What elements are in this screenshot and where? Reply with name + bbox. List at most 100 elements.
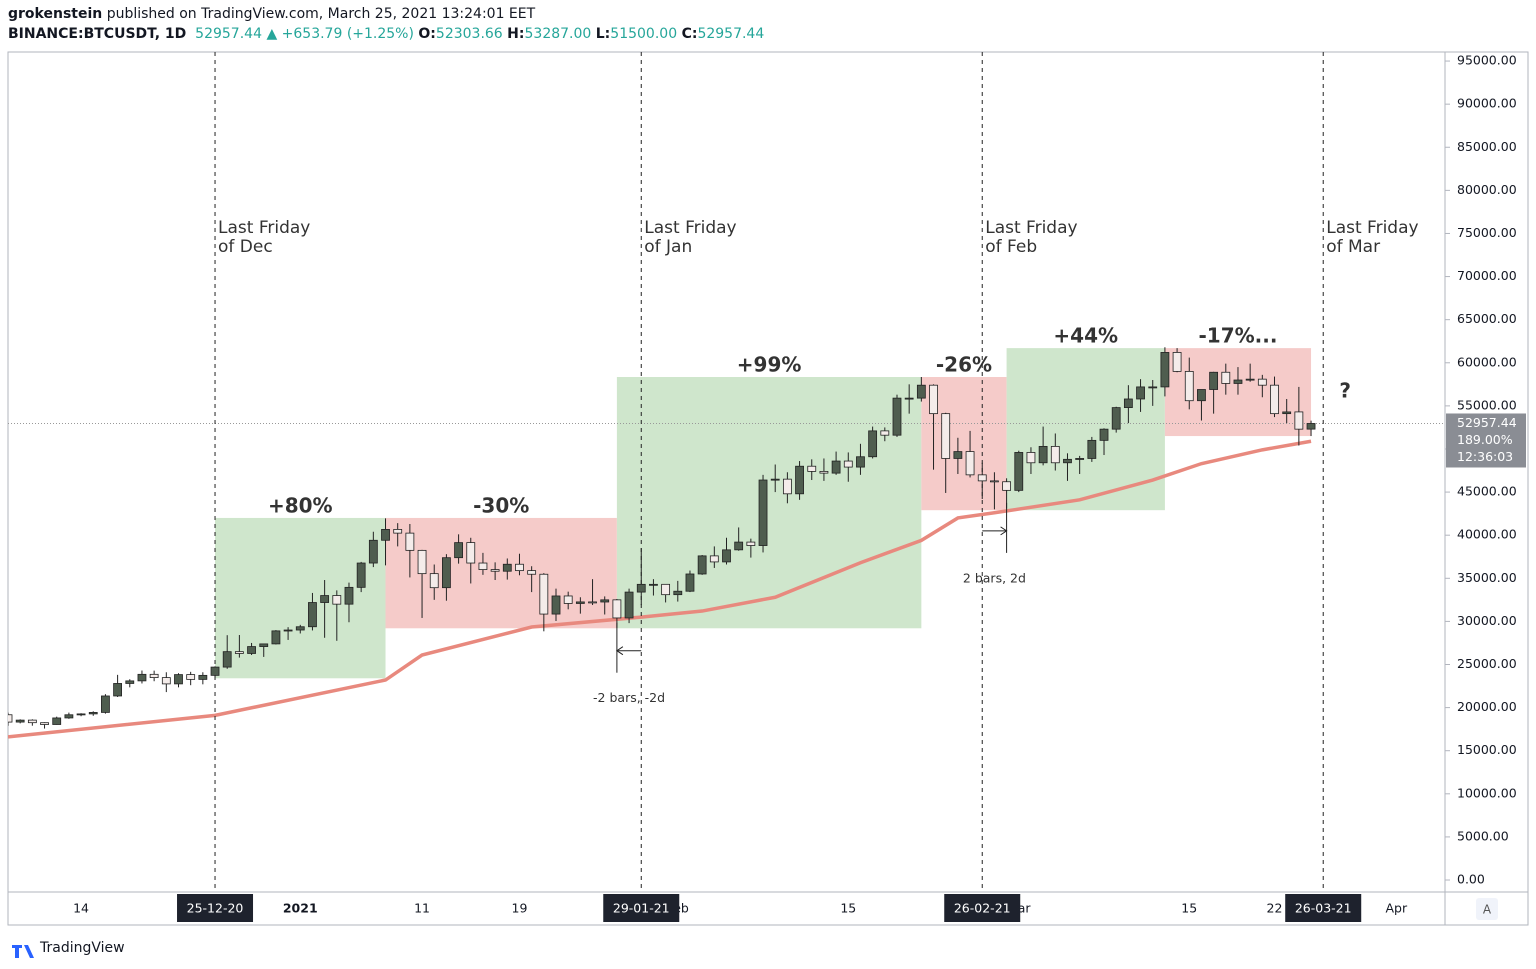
candle-body [977, 474, 987, 482]
candle-body [1063, 458, 1072, 464]
candle-body [600, 599, 610, 603]
y-tick-label: 60000.00 [1457, 354, 1517, 369]
candle-body [770, 478, 780, 481]
candle-body [819, 470, 829, 474]
candle-body [527, 570, 537, 575]
y-tick-label: 15000.00 [1457, 742, 1517, 757]
price-tag-text: 52957.44 [1457, 415, 1517, 430]
candle-body [575, 601, 585, 604]
ohlc-label: H: [507, 26, 525, 42]
candle-body [1099, 428, 1109, 441]
candle-body [673, 590, 683, 596]
range-label: -26% [936, 353, 992, 377]
candle-body [588, 601, 597, 604]
candle-body [1270, 384, 1279, 415]
ohlc-value: 52957.44 [697, 26, 765, 42]
y-tick-label: 40000.00 [1457, 527, 1517, 542]
candle-body [929, 384, 938, 415]
candle-body [1294, 411, 1304, 430]
author: grokenstein [8, 6, 103, 22]
candle-body [843, 460, 853, 468]
x-tick-label: 2021 [283, 901, 318, 916]
candle-body [64, 714, 74, 719]
candle-body [417, 549, 427, 575]
symbol: BINANCE:BTCUSDT, 1D [8, 26, 187, 42]
candle-body [990, 480, 999, 483]
candle-body [1123, 398, 1133, 409]
published: published on TradingView.com, March 25, … [106, 6, 536, 22]
candle-body [1233, 379, 1243, 384]
candle-body [429, 573, 439, 589]
candle-body [393, 529, 403, 534]
y-tick-label: 95000.00 [1457, 53, 1517, 68]
symbol-line: BINANCE:BTCUSDT, 1D 52957.44 ▲ +653.79 (… [8, 24, 764, 44]
candle-body [1038, 445, 1048, 464]
candle-body [259, 643, 269, 647]
candle-body [454, 542, 463, 559]
marker-note: of Dec [218, 237, 273, 257]
candle-body [515, 563, 524, 572]
candle-body [685, 573, 695, 592]
y-tick-label: 35000.00 [1457, 570, 1517, 585]
scale-button-label[interactable]: A [1483, 903, 1492, 917]
candle-body [356, 562, 366, 588]
marker-note: of Mar [1326, 237, 1380, 257]
candle-body [746, 541, 756, 546]
candle-body [953, 451, 963, 459]
candle-body [198, 674, 208, 680]
candle-body [1050, 445, 1060, 464]
y-tick-label: 90000.00 [1457, 96, 1517, 111]
candle-body [113, 683, 123, 697]
candle-body [782, 478, 792, 495]
candle-body [1245, 378, 1255, 381]
candle-body [234, 651, 244, 654]
candle-body [904, 397, 914, 400]
marker-note: Last Friday [218, 218, 310, 238]
candle-body [734, 541, 744, 551]
candle-body [381, 529, 390, 541]
candle-body [551, 595, 561, 615]
candle-body [88, 712, 98, 715]
candle-body [636, 583, 646, 593]
candle-body [1209, 371, 1219, 390]
candle-body [27, 719, 37, 724]
marker-note: of Jan [644, 237, 692, 257]
axes: 0.00 5000.00 10000.00 15000.00 20000.00 25000… [73, 53, 1526, 922]
candle-body [344, 586, 354, 605]
candle-body [1075, 458, 1085, 460]
candle-body [856, 456, 865, 468]
plot: +80% -30%+99% -26%+44% -17%...Last Fridayof… [8, 52, 1445, 892]
candle-body [40, 722, 49, 725]
candle-body [295, 626, 305, 631]
candle-body [174, 674, 183, 685]
candle-body [368, 539, 378, 564]
candle-body [478, 562, 488, 570]
logo-icon [12, 945, 34, 958]
ohlc-value: 51500.00 [610, 26, 678, 42]
range-label: -30% [473, 493, 529, 517]
candle-body [1257, 378, 1267, 386]
candle-body [539, 573, 549, 615]
publish-line: grokenstein published on TradingView.com… [8, 4, 764, 24]
ohlc-label: L: [595, 26, 611, 42]
candle-body [722, 549, 731, 563]
ohlc-value: 53287.00 [524, 26, 592, 42]
ohlc-value: 52303.66 [435, 26, 503, 42]
candle-body [101, 695, 110, 713]
question-mark: ? [1339, 379, 1351, 403]
price-tag-text: 189.00% [1457, 432, 1513, 447]
candle-body [1184, 370, 1194, 402]
candle-body [502, 563, 512, 572]
date-label: 26-02-21 [954, 901, 1011, 916]
range-label: +99% [737, 353, 802, 377]
candle-body [137, 673, 147, 682]
candle-body [1087, 439, 1097, 459]
y-tick-label: 25000.00 [1457, 656, 1517, 671]
y-tick-label: 55000.00 [1457, 397, 1517, 412]
range-box [215, 517, 386, 679]
measure-label: 2 bars, 2d [963, 570, 1026, 585]
candle-body [271, 630, 281, 645]
candle-body [125, 680, 135, 684]
date-label: 26-03-21 [1295, 901, 1352, 916]
scale-button[interactable] [1476, 898, 1498, 920]
